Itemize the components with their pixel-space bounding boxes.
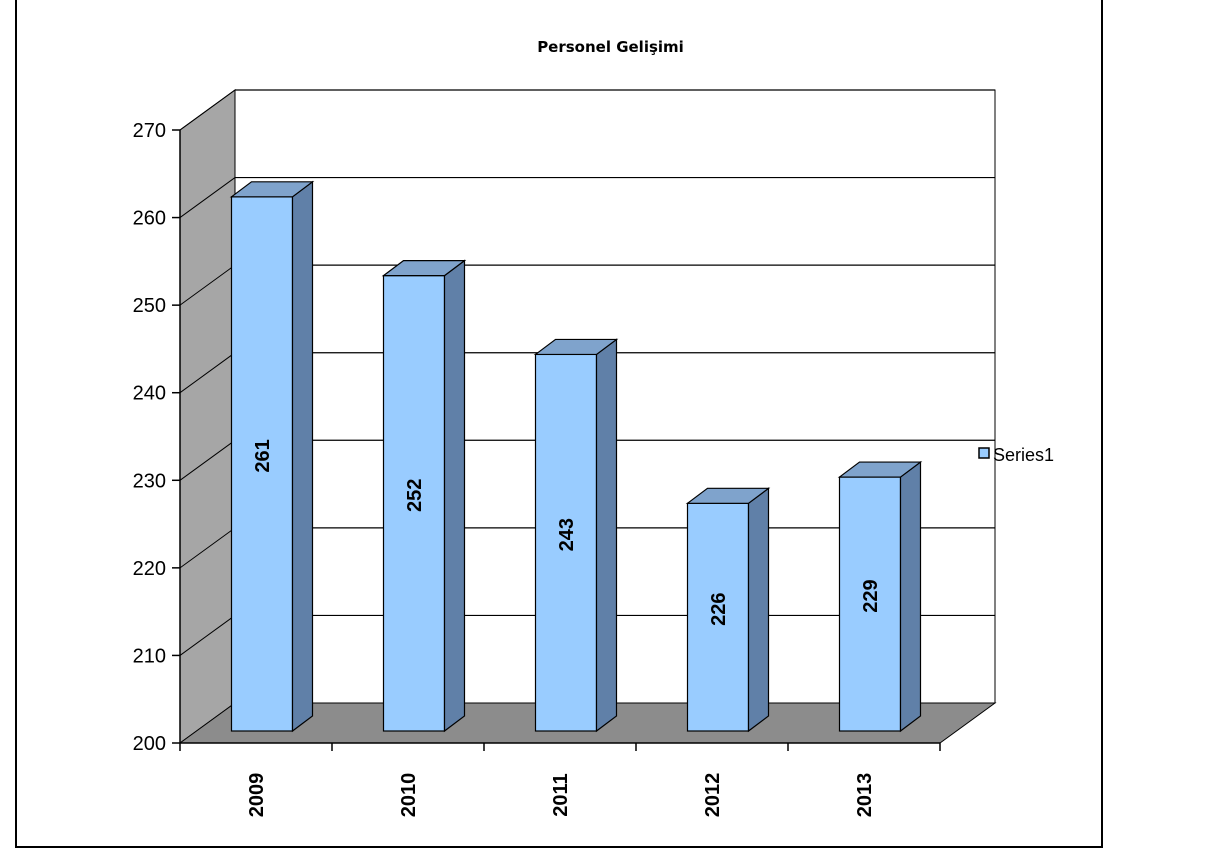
x-tick-label: 2013	[854, 773, 876, 818]
y-tick-label: 220	[133, 558, 166, 580]
gridline-diagonal	[179, 352, 236, 394]
bar-side-2013	[899, 460, 922, 733]
y-tick-label: 210	[133, 645, 166, 667]
chart-frame	[15, 0, 1103, 848]
bar-side-2011	[595, 338, 618, 733]
axes	[172, 129, 941, 751]
data-label: 243	[556, 518, 578, 551]
y-tick-label: 240	[133, 383, 166, 405]
legend-swatch	[978, 447, 990, 459]
bar-2010	[382, 275, 446, 732]
data-label: 252	[404, 479, 426, 512]
gridline-diagonal	[179, 527, 236, 569]
bar-2012	[686, 502, 750, 732]
gridline-diagonal	[179, 615, 236, 656]
bar-top-2009	[229, 181, 315, 198]
y-tick-label: 250	[133, 295, 166, 317]
y-tick-label: 230	[133, 470, 166, 492]
bar-2011	[534, 353, 598, 732]
gridline-diagonal	[179, 264, 236, 306]
x-tick-label: 2009	[246, 773, 268, 818]
bar-side-2010	[443, 259, 466, 733]
x-tick-label: 2010	[398, 773, 420, 818]
bar-top-2010	[381, 260, 467, 277]
bar-2013	[838, 476, 902, 732]
bar-top-2012	[685, 487, 771, 504]
gridline-diagonal	[179, 439, 236, 481]
labels: 200 210 220 230 240 250 260 270 261 2009 252 2010 24…	[133, 120, 882, 817]
y-tick-label: 260	[133, 208, 166, 230]
data-label: 226	[708, 592, 730, 625]
bar-2009	[230, 196, 294, 732]
y-tick-label: 200	[133, 733, 166, 755]
gridline-diagonal	[179, 89, 236, 131]
x-tick-label: 2012	[702, 773, 724, 818]
data-label: 229	[860, 579, 882, 612]
legend: Series1	[978, 445, 1054, 465]
chart-title: Personel Gelişimi	[537, 38, 684, 56]
bar-top-2011	[533, 338, 619, 356]
gridline-diagonal	[179, 177, 236, 218]
y-tick-label: 270	[133, 120, 166, 142]
data-label: 261	[252, 439, 274, 472]
side-wall	[179, 89, 236, 744]
bars	[229, 180, 923, 733]
legend-label: Series1	[993, 445, 1054, 465]
bar-side-2012	[747, 487, 770, 733]
bar-side-2009	[291, 180, 314, 733]
bar-top-2013	[837, 461, 923, 478]
x-tick-label: 2011	[550, 773, 572, 816]
